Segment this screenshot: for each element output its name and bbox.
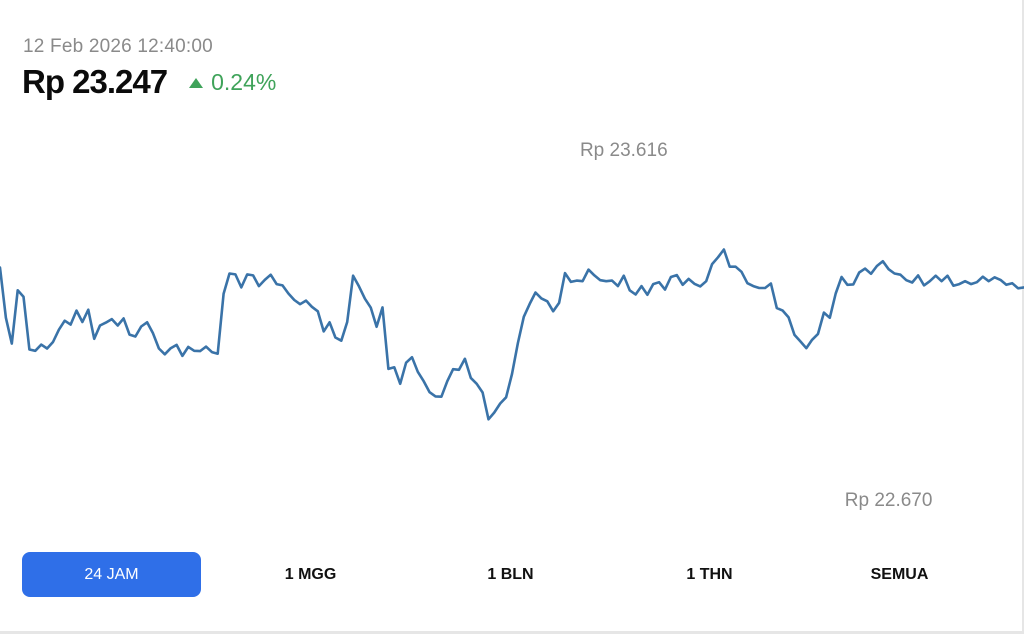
- timestamp: 12 Feb 2026 12:40:00: [23, 36, 213, 57]
- price-line: [0, 248, 1024, 421]
- price-summary: Rp 23.247 0.24%: [22, 62, 276, 102]
- tab-1-thn[interactable]: 1 THN: [620, 552, 799, 597]
- price-change-percent: 0.24%: [211, 68, 277, 95]
- timeframe-tabs: 24 JAM 1 MGG 1 BLN 1 THN SEMUA: [22, 552, 1022, 598]
- triangle-up-icon: [189, 77, 204, 88]
- current-price: Rp 23.247: [22, 63, 168, 100]
- tab-1-mgg[interactable]: 1 MGG: [221, 552, 400, 597]
- low-price-label: Rp 22.670: [845, 490, 933, 511]
- tab-semua[interactable]: SEMUA: [810, 552, 989, 597]
- tab-1-bln[interactable]: 1 BLN: [421, 552, 600, 597]
- high-price-label: Rp 23.616: [580, 140, 668, 161]
- price-chart[interactable]: Rp 23.616 Rp 22.670: [0, 0, 1024, 540]
- tab-24-jam[interactable]: 24 JAM: [22, 552, 201, 597]
- price-change: 0.24%: [189, 69, 276, 96]
